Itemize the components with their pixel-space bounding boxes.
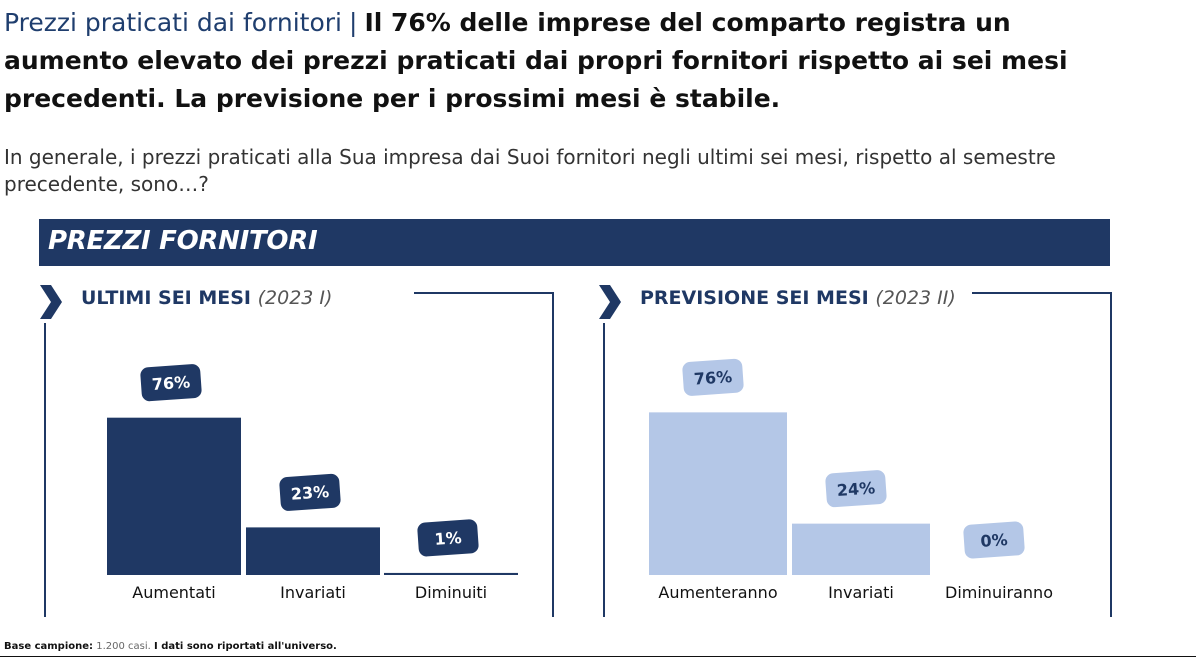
value-pill <box>417 519 479 557</box>
panel-left-top-rule <box>414 292 554 294</box>
panel-left-period: (2023 I) <box>257 287 333 309</box>
value-text: 23% <box>290 482 330 504</box>
value-text: 1% <box>434 528 462 549</box>
panel-left-right-rule <box>552 292 554 617</box>
question-line-2: precedente, sono…? <box>4 172 209 196</box>
value-pill <box>963 521 1025 559</box>
banner-title: PREZZI FORNITORI <box>48 226 318 256</box>
value-text: 24% <box>836 478 876 500</box>
headline-separator: | <box>349 8 358 37</box>
bar-1-1 <box>107 417 241 575</box>
category-label: Invariati <box>280 583 346 602</box>
category-label: Invariati <box>828 583 894 602</box>
footnote: Base campione: 1.200 casi. I dati sono r… <box>4 641 337 652</box>
value-text: 0% <box>980 530 1008 551</box>
panel-right-right-rule <box>1110 292 1112 617</box>
chevron-right-icon <box>40 285 62 319</box>
bar-1-2 <box>246 527 380 575</box>
bar-1-3 <box>384 572 518 575</box>
question-line-1: In generale, i prezzi praticati alla Sua… <box>4 145 1056 169</box>
chevron-right-icon <box>599 285 621 319</box>
bar-value-label: 0% <box>963 521 1025 559</box>
category-label: Diminuiti <box>415 583 487 602</box>
panel-right-top-rule <box>972 292 1112 294</box>
section-banner: PREZZI FORNITORI <box>39 219 1110 266</box>
bar-value-label: 1% <box>417 519 479 557</box>
value-pill <box>279 473 341 511</box>
headline-topic: Prezzi praticati dai fornitori <box>4 8 342 37</box>
bottom-rule <box>0 656 1196 657</box>
category-label: Aumentati <box>132 583 215 602</box>
value-pill <box>825 470 887 508</box>
category-label: Diminuiranno <box>945 583 1053 602</box>
value-pill <box>140 364 202 402</box>
panel-right-side-rule <box>603 323 605 617</box>
value-text: 76% <box>693 367 733 389</box>
category-label: Aumenteranno <box>658 583 777 602</box>
panel-left-side-rule <box>44 323 46 617</box>
value-text: 76% <box>151 372 191 394</box>
bar-value-label: 23% <box>279 473 341 511</box>
headline-line-3: precedenti. La previsione per i prossimi… <box>4 84 781 113</box>
value-pill <box>682 358 744 396</box>
footnote-text: 1.200 casi. <box>93 641 155 652</box>
headline-line-2: aumento elevato dei prezzi praticati dai… <box>4 46 1068 75</box>
bar-2-1 <box>649 412 787 575</box>
bar-value-label: 76% <box>682 358 744 396</box>
footnote-label: Base campione: <box>4 641 94 652</box>
panel-right-period: (2023 II) <box>875 287 956 309</box>
panel-right-title-text: PREVISIONE SEI MESI <box>640 287 869 309</box>
footnote-note: I dati sono riportati all'universo. <box>154 641 337 652</box>
bar-value-label: 24% <box>825 470 887 508</box>
headline: Prezzi praticati dai fornitori | Il 76% de… <box>4 4 1189 118</box>
headline-line-1: Il 76% delle imprese del comparto regist… <box>364 8 1011 37</box>
survey-question: In generale, i prezzi praticati alla Sua… <box>4 144 1196 198</box>
panel-left-title-text: ULTIMI SEI MESI <box>81 287 251 309</box>
bar-2-2 <box>792 523 930 575</box>
bar-value-label: 76% <box>140 364 202 402</box>
